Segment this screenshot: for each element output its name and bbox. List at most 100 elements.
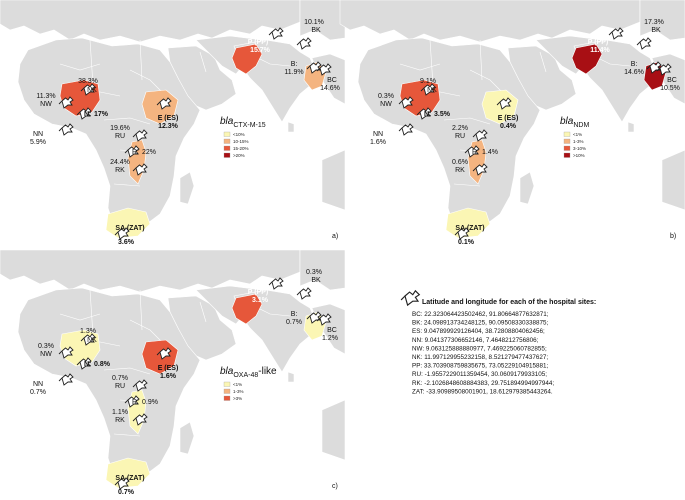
legend-label-1: 10-15%	[233, 139, 249, 144]
info-line: BC: 22.323064423502462, 91.8066487763287…	[412, 311, 549, 318]
gene-subscript: CTX-M-15	[233, 122, 265, 129]
site-pin-p	[608, 27, 624, 40]
site-pin-bk	[296, 37, 312, 50]
site-code-nn: NN	[33, 381, 43, 388]
site-code-r: R:	[132, 149, 139, 156]
site-pct-e: 1.6%	[160, 373, 177, 380]
site-pct-e: 0.4%	[500, 123, 517, 130]
site-code-b: B:	[291, 311, 298, 318]
site-pin-bk	[636, 37, 652, 50]
legend-label-2: >3%	[233, 396, 242, 401]
site-pct-b: 14.6%	[624, 69, 644, 76]
region-southafrica	[105, 207, 151, 239]
legend-swatch-0	[223, 381, 231, 387]
site-code-bk: BK	[311, 277, 321, 284]
site-code-bk: BK	[311, 27, 321, 34]
hospital-sites-info: Latitude and longitude for each of the h…	[400, 290, 596, 395]
site-pct-sa: 3.6%	[118, 239, 135, 246]
site-code-nk: NK	[427, 87, 437, 94]
site-code-rk: RK	[115, 167, 125, 174]
site-pct-bc: 14.6%	[320, 85, 340, 92]
site-pct-ru: 0.7%	[112, 375, 128, 382]
site-pct-rk: 1.1%	[112, 409, 128, 416]
site-pct-nw: 0.3%	[378, 93, 394, 100]
site-code-r: R:	[472, 149, 479, 156]
region-southafrica	[105, 457, 151, 489]
info-line: RK: -2.1026848608884383, 29.751894994997…	[412, 380, 554, 387]
site-code-p: P (PP)	[588, 39, 609, 46]
legend: <1% 1-3% 3-10% >10%	[563, 131, 586, 158]
site-code-e: E (ES)	[158, 115, 179, 122]
site-pct-n: 17%	[94, 111, 109, 118]
site-code-rk: RK	[455, 167, 465, 174]
panel-label: b)	[670, 233, 676, 240]
site-pct-ru: 2.2%	[452, 125, 468, 132]
site-pct-p: 11.4%	[590, 47, 610, 54]
gene-prefix: bla	[560, 116, 574, 127]
site-code-ru: RU	[115, 133, 125, 140]
legend-label-2: 15-20%	[233, 146, 249, 151]
legend-swatch-0	[223, 131, 231, 137]
site-pct-bc: 10.5%	[660, 85, 680, 92]
legend-swatch-1	[223, 138, 231, 144]
site-code-b: B:	[291, 61, 298, 68]
site-pct-bc: 1.2%	[322, 335, 338, 342]
legend-label-2: 3-10%	[573, 146, 586, 151]
site-code-bc: BC	[327, 77, 337, 84]
site-code-ru: RU	[115, 383, 125, 390]
site-pct-nn: 5.9%	[30, 139, 46, 146]
site-code-sa: SA (ZAT)	[115, 225, 144, 232]
legend-label-0: <1%	[573, 132, 582, 137]
legend-swatch-1	[563, 138, 571, 144]
info-line: NN: 9.041377306652146, 7.4648212756806;	[412, 337, 539, 344]
legend: <1% 1-3% >3%	[223, 381, 244, 401]
info-line: RU: -1.9557229011359454, 30.060917993310…	[412, 371, 547, 378]
site-pct-r: 22%	[142, 149, 156, 156]
site-pct-b: 11.9%	[284, 69, 303, 76]
gene-subscript: NDM	[573, 122, 589, 129]
site-pct-b: 0.7%	[286, 319, 302, 326]
legend-swatch-1	[223, 388, 231, 394]
region-pakistan	[231, 293, 263, 325]
site-pct-n: 0.8%	[94, 361, 111, 368]
site-pct-bk: 17.3%	[644, 19, 664, 26]
site-pct-rk: 0.6%	[452, 159, 468, 166]
site-code-r: R:	[132, 399, 139, 406]
info-line: BK: 24.098913734248125, 90.0950833033887…	[412, 320, 548, 327]
gene-label: blaOXA-48-like	[220, 366, 277, 379]
site-pct-bk: 0.3%	[306, 269, 322, 276]
site-code-n: N:	[84, 361, 91, 368]
pin-icon	[400, 290, 420, 306]
site-code-nn: NN	[373, 131, 383, 138]
site-code-rk: RK	[115, 417, 125, 424]
site-code-n: N:	[424, 111, 431, 118]
site-code-nk: NK	[87, 337, 97, 344]
gene-label: blaCTX-M-15	[220, 116, 266, 129]
site-code-ru: RU	[455, 133, 465, 140]
legend-swatch-2	[223, 395, 231, 401]
info-line: NK: 11.997129955232158, 8.52127947743762…	[412, 354, 548, 361]
site-pct-nw: 11.3%	[36, 93, 55, 100]
legend-label-1: 1-3%	[573, 139, 584, 144]
legend-label-0: <1%	[233, 382, 242, 387]
info-line: ZAT: -33.90989508001901, 18.612979385443…	[412, 388, 553, 395]
site-code-bc: BC	[327, 327, 337, 334]
legend-swatch-2	[563, 145, 571, 151]
site-pct-p: 3.1%	[252, 297, 269, 304]
site-code-bc: BC	[667, 77, 677, 84]
map-panel-b: NK 9.1% NW0.3% N: 3.5% NN1.6% E (ES)0.4% RU2.2%…	[339, 0, 685, 246]
site-code-nk: NK	[87, 87, 97, 94]
region-pakistan	[571, 43, 603, 75]
site-code-sa: SA (ZAT)	[115, 475, 144, 482]
site-pct-r: 0.9%	[142, 399, 158, 406]
site-pct-nn: 0.7%	[30, 389, 46, 396]
legend-label-1: 1-3%	[233, 389, 244, 394]
site-code-b: B:	[631, 61, 638, 68]
site-code-sa: SA (ZAT)	[455, 225, 484, 232]
info-line: NW: 9.063125888880977, 7.469225060782855…	[412, 345, 547, 352]
site-code-nw: NW	[380, 101, 392, 108]
region-southafrica	[445, 207, 491, 239]
site-pct-sa: 0.1%	[458, 239, 475, 246]
gene-prefix: bla	[220, 116, 234, 127]
